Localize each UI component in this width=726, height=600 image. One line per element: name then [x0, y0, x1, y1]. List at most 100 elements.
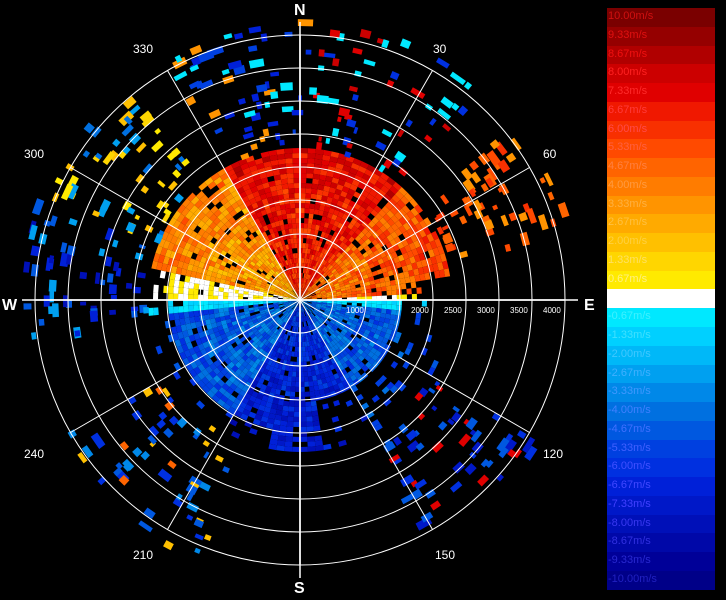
velocity-cell — [236, 405, 245, 414]
legend-label: 8.00m/s — [608, 66, 648, 79]
legend-swatch — [607, 26, 715, 46]
velocity-cell — [219, 172, 229, 181]
velocity-cell — [324, 326, 330, 332]
velocity-cell — [404, 276, 411, 284]
velocity-cell — [234, 327, 241, 333]
velocity-cell — [208, 304, 214, 310]
velocity-cell — [273, 304, 279, 307]
velocity-cell — [318, 49, 325, 57]
velocity-cell — [267, 381, 274, 388]
velocity-cell — [343, 326, 350, 332]
velocity-cell — [295, 316, 298, 322]
velocity-cell — [169, 272, 176, 281]
velocity-cell — [311, 277, 316, 283]
velocity-cell — [253, 292, 259, 296]
velocity-cell — [300, 376, 305, 382]
velocity-cell — [203, 294, 209, 300]
velocity-cell — [273, 302, 279, 305]
velocity-cell — [295, 371, 300, 377]
velocity-cell — [357, 238, 365, 246]
velocity-cell — [245, 316, 252, 321]
velocity-cell — [242, 225, 249, 233]
velocity-cell — [286, 313, 291, 318]
velocity-cell — [366, 307, 372, 312]
velocity-cell — [256, 83, 268, 93]
velocity-cell — [285, 436, 293, 442]
velocity-cell — [361, 227, 369, 235]
velocity-cell — [384, 318, 390, 324]
velocity-cell — [248, 366, 256, 373]
velocity-cell — [273, 291, 280, 295]
velocity-cell — [197, 50, 215, 63]
velocity-cell — [173, 362, 182, 371]
velocity-cell — [333, 220, 340, 227]
velocity-cell — [301, 301, 305, 306]
velocity-cell — [480, 458, 490, 468]
velocity-cell — [409, 275, 416, 283]
velocity-cell — [248, 411, 257, 419]
velocity-cell — [311, 317, 316, 323]
velocity-cell — [243, 271, 250, 277]
velocity-cell — [330, 253, 336, 260]
velocity-cell — [403, 271, 410, 278]
velocity-cell — [287, 259, 291, 265]
legend-label: 7.33m/s — [608, 85, 648, 98]
velocity-cell — [338, 107, 351, 118]
velocity-cell — [292, 129, 296, 135]
velocity-cell — [323, 327, 329, 333]
velocity-cell — [190, 322, 197, 329]
velocity-cell — [188, 244, 196, 253]
velocity-cell — [311, 295, 317, 298]
velocity-cell — [243, 291, 249, 295]
velocity-cell — [283, 249, 288, 256]
velocity-cell — [241, 263, 249, 269]
velocity-cell — [306, 285, 310, 291]
velocity-cell — [263, 261, 269, 267]
velocity-cell — [273, 393, 280, 400]
velocity-cell — [290, 238, 295, 244]
velocity-cell — [186, 514, 194, 521]
velocity-cell — [276, 368, 282, 375]
bearing-label-60: 60 — [543, 147, 557, 161]
velocity-cell — [330, 182, 338, 189]
velocity-cell — [172, 210, 182, 220]
velocity-cell — [115, 462, 123, 470]
velocity-cell — [384, 201, 394, 211]
velocity-cell — [305, 292, 311, 297]
velocity-cell — [326, 343, 332, 350]
velocity-cell — [318, 136, 322, 142]
velocity-cell — [249, 395, 257, 403]
velocity-cell — [315, 394, 322, 401]
velocity-cell — [280, 332, 285, 339]
velocity-cell — [336, 200, 344, 207]
velocity-cell — [201, 268, 208, 275]
velocity-cell — [185, 323, 192, 331]
legend-label: -8.00m/s — [608, 516, 651, 529]
velocity-cell — [238, 235, 246, 243]
velocity-cell — [522, 436, 536, 454]
velocity-cell — [174, 273, 181, 281]
velocity-cell — [268, 250, 274, 257]
velocity-cell — [315, 291, 321, 294]
velocity-cell — [306, 421, 314, 427]
legend-label: -9.33m/s — [608, 554, 651, 567]
velocity-cell — [399, 277, 406, 285]
velocity-cell — [338, 325, 344, 331]
velocity-cell — [283, 278, 288, 283]
velocity-cell — [293, 283, 297, 289]
velocity-cell — [368, 262, 375, 269]
velocity-cell — [222, 466, 230, 474]
velocity-cell — [198, 331, 205, 339]
velocity-cell — [326, 293, 332, 296]
velocity-cell — [333, 356, 340, 363]
velocity-cell — [326, 324, 332, 330]
velocity-cell — [382, 213, 391, 222]
velocity-cell — [196, 400, 205, 410]
velocity-cell — [174, 54, 183, 63]
velocity-cell — [287, 178, 294, 184]
polar-grid — [22, 22, 578, 578]
velocity-cell — [477, 474, 490, 487]
velocity-cell — [250, 341, 257, 348]
velocity-cell — [321, 295, 327, 298]
velocity-cell — [317, 379, 323, 386]
